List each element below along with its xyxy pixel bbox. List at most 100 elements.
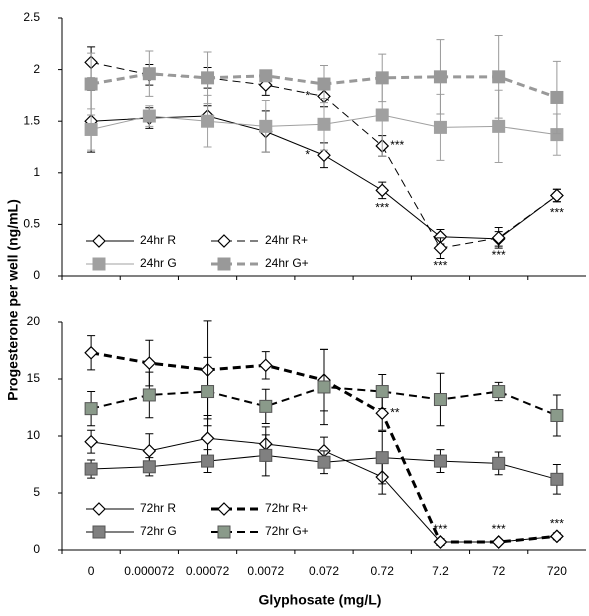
data-point <box>375 385 389 399</box>
significance-label: * <box>305 147 310 161</box>
legend-label: 24hr R+ <box>265 233 308 247</box>
significance-label: *** <box>492 522 506 536</box>
data-point <box>201 114 215 128</box>
x-tick-label: 720 <box>547 564 567 578</box>
data-point <box>84 122 98 136</box>
data-point <box>200 431 215 446</box>
significance-label: *** <box>375 201 389 215</box>
y-tick-label: 15 <box>27 371 41 385</box>
data-point <box>317 148 331 163</box>
data-point <box>142 460 156 474</box>
y-tick-label: 10 <box>27 428 41 442</box>
x-axis-label: Glyphosate (mg/L) <box>259 592 382 608</box>
x-tick-label: 0.000072 <box>124 564 174 578</box>
x-tick-label: 72 <box>492 564 506 578</box>
data-point <box>142 443 157 458</box>
x-tick-label: 7.2 <box>432 564 449 578</box>
legend-label: 72hr G+ <box>265 524 309 538</box>
y-tick-label: 5 <box>33 485 40 499</box>
x-tick-label: 0.0072 <box>247 564 284 578</box>
y-tick-label: 0 <box>33 268 40 282</box>
data-point <box>492 456 506 470</box>
data-point <box>142 109 156 123</box>
data-point <box>259 119 273 133</box>
legend-marker <box>92 525 106 539</box>
data-point <box>84 402 98 416</box>
data-point <box>375 71 389 85</box>
data-point <box>550 529 564 544</box>
data-point <box>433 70 447 84</box>
y-tick-label: 1 <box>33 165 40 179</box>
data-point <box>375 451 389 465</box>
legend-marker <box>92 257 106 271</box>
significance-label: *** <box>550 516 564 530</box>
data-point <box>259 69 273 83</box>
data-point <box>84 434 98 449</box>
data-point <box>201 454 215 468</box>
y-tick-label: 2 <box>33 62 40 76</box>
significance-label: ** <box>390 405 400 419</box>
legend-label: 72hr G <box>140 524 177 538</box>
y-tick-label: 20 <box>27 314 41 328</box>
significance-label: * <box>305 89 310 103</box>
data-point <box>84 462 98 476</box>
data-point <box>433 393 447 407</box>
y-tick-label: 0 <box>33 542 40 556</box>
data-point <box>433 454 447 468</box>
significance-label: *** <box>433 258 447 272</box>
data-point <box>201 385 215 399</box>
data-point <box>84 77 98 91</box>
data-point <box>433 120 447 134</box>
data-point <box>317 117 331 131</box>
y-tick-label: 2.5 <box>23 10 40 24</box>
data-point <box>142 388 156 402</box>
data-point <box>259 399 273 413</box>
y-tick-label: 0.5 <box>23 217 40 231</box>
data-point <box>492 119 506 133</box>
data-point <box>142 356 157 370</box>
legend-label: 24hr G <box>140 256 177 270</box>
y-axis-label: Progesterone per well (ng/mL) <box>5 199 21 400</box>
data-point <box>550 90 564 104</box>
legend-marker <box>92 234 106 248</box>
significance-label: *** <box>492 248 506 262</box>
data-point <box>491 230 506 245</box>
data-point <box>259 448 273 462</box>
data-point <box>492 385 506 399</box>
legend-marker <box>92 502 106 516</box>
legend-marker <box>217 525 231 539</box>
data-point <box>142 67 156 81</box>
x-tick-label: 0.072 <box>309 564 339 578</box>
data-point <box>84 345 98 360</box>
legend-marker <box>217 502 231 516</box>
y-tick-label: 1.5 <box>23 113 40 127</box>
data-point <box>375 108 389 122</box>
legend-marker <box>217 234 231 248</box>
legend-label: 24hr R <box>140 233 176 247</box>
significance-label: *** <box>550 206 564 220</box>
data-point <box>491 535 506 549</box>
data-point <box>317 380 331 394</box>
legend-label: 72hr R <box>140 501 176 515</box>
data-point <box>433 241 448 255</box>
x-tick-label: 0.72 <box>371 564 395 578</box>
data-point <box>201 71 215 85</box>
data-point <box>433 535 448 549</box>
data-point <box>317 455 331 469</box>
significance-label: *** <box>390 138 404 152</box>
data-point <box>550 472 564 486</box>
x-tick-label: 0 <box>88 564 95 578</box>
significance-label: *** <box>433 522 447 536</box>
legend-label: 72hr R+ <box>265 501 308 515</box>
data-point <box>317 77 331 91</box>
data-point <box>550 188 564 203</box>
data-point <box>258 358 273 373</box>
data-point <box>492 70 506 84</box>
data-point <box>375 183 390 198</box>
x-tick-label: 0.00072 <box>186 564 230 578</box>
legend-marker <box>217 257 231 271</box>
legend-label: 24hr G+ <box>265 256 309 270</box>
data-point <box>550 408 564 422</box>
